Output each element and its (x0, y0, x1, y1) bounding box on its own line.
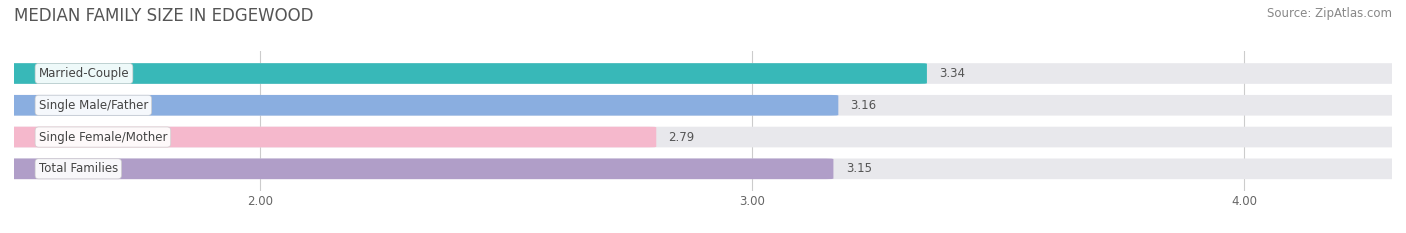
FancyBboxPatch shape (7, 63, 1399, 84)
Text: 3.16: 3.16 (851, 99, 877, 112)
FancyBboxPatch shape (7, 158, 834, 179)
Text: Married-Couple: Married-Couple (38, 67, 129, 80)
FancyBboxPatch shape (7, 63, 927, 84)
Text: Single Female/Mother: Single Female/Mother (38, 130, 167, 144)
Text: 3.15: 3.15 (845, 162, 872, 175)
FancyBboxPatch shape (7, 127, 657, 147)
Text: Total Families: Total Families (38, 162, 118, 175)
FancyBboxPatch shape (7, 127, 1399, 147)
Text: Single Male/Father: Single Male/Father (38, 99, 148, 112)
Text: Source: ZipAtlas.com: Source: ZipAtlas.com (1267, 7, 1392, 20)
FancyBboxPatch shape (7, 95, 1399, 116)
Text: 2.79: 2.79 (668, 130, 695, 144)
FancyBboxPatch shape (7, 95, 838, 116)
FancyBboxPatch shape (7, 158, 1399, 179)
Text: MEDIAN FAMILY SIZE IN EDGEWOOD: MEDIAN FAMILY SIZE IN EDGEWOOD (14, 7, 314, 25)
Text: 3.34: 3.34 (939, 67, 965, 80)
